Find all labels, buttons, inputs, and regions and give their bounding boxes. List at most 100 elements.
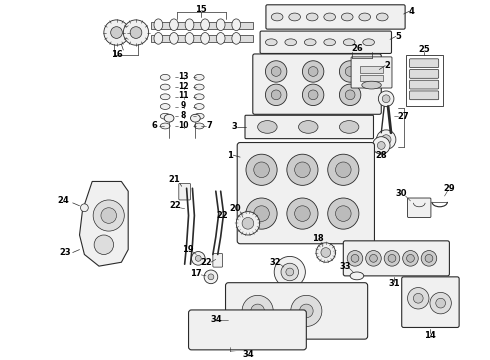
Circle shape bbox=[345, 67, 355, 76]
Text: 11: 11 bbox=[178, 91, 189, 100]
Circle shape bbox=[94, 235, 114, 255]
Circle shape bbox=[291, 295, 322, 327]
Text: 5: 5 bbox=[395, 32, 401, 41]
Ellipse shape bbox=[266, 39, 277, 46]
Ellipse shape bbox=[362, 81, 381, 89]
Circle shape bbox=[236, 212, 260, 235]
Circle shape bbox=[111, 27, 122, 39]
Bar bbox=[150, 22, 253, 29]
FancyBboxPatch shape bbox=[189, 310, 306, 350]
Circle shape bbox=[294, 206, 310, 221]
Circle shape bbox=[287, 154, 318, 185]
Circle shape bbox=[366, 251, 381, 266]
Text: 18: 18 bbox=[312, 234, 324, 243]
FancyBboxPatch shape bbox=[253, 54, 381, 114]
Text: 34: 34 bbox=[211, 315, 222, 324]
Text: 23: 23 bbox=[59, 248, 71, 257]
Text: 22: 22 bbox=[169, 201, 181, 210]
FancyBboxPatch shape bbox=[213, 253, 222, 267]
Text: 17: 17 bbox=[191, 269, 202, 278]
Text: 2: 2 bbox=[384, 61, 390, 70]
Text: 22: 22 bbox=[217, 211, 228, 220]
Circle shape bbox=[302, 84, 324, 105]
Text: 33: 33 bbox=[340, 262, 351, 271]
Ellipse shape bbox=[160, 113, 170, 119]
Ellipse shape bbox=[164, 114, 174, 122]
Ellipse shape bbox=[195, 104, 204, 109]
Ellipse shape bbox=[170, 32, 178, 44]
Text: 34: 34 bbox=[242, 350, 254, 359]
Ellipse shape bbox=[154, 32, 163, 44]
Ellipse shape bbox=[185, 32, 194, 44]
Ellipse shape bbox=[216, 32, 225, 44]
FancyBboxPatch shape bbox=[410, 69, 439, 78]
Circle shape bbox=[274, 256, 305, 288]
Circle shape bbox=[414, 293, 423, 303]
FancyBboxPatch shape bbox=[245, 115, 373, 139]
Bar bbox=[360, 75, 383, 81]
Circle shape bbox=[377, 141, 385, 149]
Text: 29: 29 bbox=[443, 184, 455, 193]
Ellipse shape bbox=[232, 19, 241, 31]
Bar bbox=[406, 55, 442, 105]
Text: 14: 14 bbox=[424, 331, 436, 340]
Text: 9: 9 bbox=[181, 101, 186, 110]
Circle shape bbox=[328, 154, 359, 185]
Text: 6: 6 bbox=[151, 121, 157, 130]
Circle shape bbox=[302, 61, 324, 82]
Ellipse shape bbox=[195, 75, 204, 80]
Circle shape bbox=[266, 61, 287, 82]
FancyBboxPatch shape bbox=[225, 283, 368, 339]
FancyBboxPatch shape bbox=[260, 31, 392, 54]
Ellipse shape bbox=[376, 13, 388, 21]
Circle shape bbox=[384, 251, 400, 266]
Circle shape bbox=[299, 304, 313, 318]
Circle shape bbox=[246, 154, 277, 185]
Text: 27: 27 bbox=[398, 112, 410, 121]
Circle shape bbox=[403, 251, 418, 266]
Text: 24: 24 bbox=[57, 197, 69, 206]
Ellipse shape bbox=[160, 123, 170, 129]
Text: 31: 31 bbox=[388, 279, 400, 288]
Ellipse shape bbox=[324, 13, 336, 21]
Text: 22: 22 bbox=[200, 258, 212, 267]
Circle shape bbox=[266, 84, 287, 105]
Ellipse shape bbox=[195, 113, 204, 119]
Circle shape bbox=[308, 90, 318, 100]
Ellipse shape bbox=[298, 121, 318, 133]
Ellipse shape bbox=[232, 32, 241, 44]
Ellipse shape bbox=[304, 39, 316, 46]
Circle shape bbox=[328, 198, 359, 229]
Circle shape bbox=[123, 20, 148, 45]
Circle shape bbox=[430, 292, 451, 314]
Circle shape bbox=[80, 204, 88, 212]
FancyBboxPatch shape bbox=[179, 183, 191, 200]
FancyBboxPatch shape bbox=[408, 198, 431, 217]
Circle shape bbox=[381, 135, 391, 144]
Circle shape bbox=[308, 67, 318, 76]
Circle shape bbox=[271, 67, 281, 76]
Ellipse shape bbox=[285, 39, 296, 46]
FancyBboxPatch shape bbox=[343, 241, 449, 276]
Circle shape bbox=[254, 162, 270, 177]
Ellipse shape bbox=[201, 19, 209, 31]
Circle shape bbox=[340, 61, 361, 82]
FancyBboxPatch shape bbox=[351, 57, 392, 88]
Text: 8: 8 bbox=[181, 111, 186, 120]
Ellipse shape bbox=[363, 39, 374, 46]
Text: 20: 20 bbox=[229, 204, 241, 213]
Circle shape bbox=[345, 90, 355, 100]
Text: 7: 7 bbox=[206, 121, 212, 130]
Circle shape bbox=[336, 162, 351, 177]
Bar bbox=[150, 35, 253, 42]
Ellipse shape bbox=[160, 75, 170, 80]
Ellipse shape bbox=[185, 19, 194, 31]
Circle shape bbox=[196, 256, 201, 261]
Circle shape bbox=[378, 91, 394, 107]
Ellipse shape bbox=[343, 39, 355, 46]
Ellipse shape bbox=[191, 114, 200, 122]
Text: 3: 3 bbox=[231, 122, 237, 131]
Circle shape bbox=[192, 252, 205, 265]
Circle shape bbox=[294, 162, 310, 177]
Circle shape bbox=[271, 90, 281, 100]
